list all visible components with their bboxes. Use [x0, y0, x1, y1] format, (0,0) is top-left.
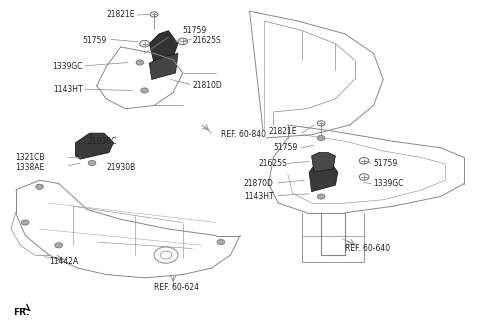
Text: 51759: 51759 — [373, 159, 398, 169]
Text: 21821E: 21821E — [107, 10, 135, 19]
Text: REF. 60-624: REF. 60-624 — [154, 283, 199, 292]
Polygon shape — [75, 133, 114, 159]
Circle shape — [217, 239, 225, 245]
Circle shape — [36, 184, 43, 189]
Text: REF. 60-840: REF. 60-840 — [221, 130, 266, 139]
Circle shape — [317, 135, 325, 141]
Text: 51759: 51759 — [273, 143, 297, 152]
Text: 1143HT: 1143HT — [53, 85, 83, 94]
Text: 21625S: 21625S — [259, 159, 288, 169]
Text: 51759: 51759 — [82, 36, 107, 45]
Text: 11442A: 11442A — [49, 257, 78, 266]
Text: 1321CB: 1321CB — [15, 153, 44, 162]
Text: 1338AE: 1338AE — [15, 163, 44, 172]
Circle shape — [88, 160, 96, 166]
Circle shape — [317, 194, 325, 199]
Text: REF. 60-640: REF. 60-640 — [345, 244, 390, 253]
Polygon shape — [149, 31, 178, 63]
Polygon shape — [149, 53, 178, 79]
Text: 21930C: 21930C — [87, 137, 117, 146]
Circle shape — [22, 220, 29, 225]
Text: 21810D: 21810D — [192, 81, 222, 91]
Text: FR.: FR. — [13, 308, 30, 318]
Text: 21821E: 21821E — [269, 127, 297, 136]
Text: 21930B: 21930B — [107, 163, 136, 172]
Polygon shape — [309, 162, 338, 192]
Circle shape — [141, 88, 148, 93]
Text: 1339GC: 1339GC — [373, 179, 404, 188]
Text: 1339GC: 1339GC — [52, 62, 83, 71]
Text: 21870D: 21870D — [243, 179, 274, 188]
Polygon shape — [312, 153, 336, 172]
Text: 51759: 51759 — [183, 26, 207, 35]
Circle shape — [55, 243, 62, 248]
Circle shape — [136, 60, 144, 65]
Text: 21625S: 21625S — [192, 36, 221, 45]
Text: 1143HT: 1143HT — [244, 192, 274, 201]
